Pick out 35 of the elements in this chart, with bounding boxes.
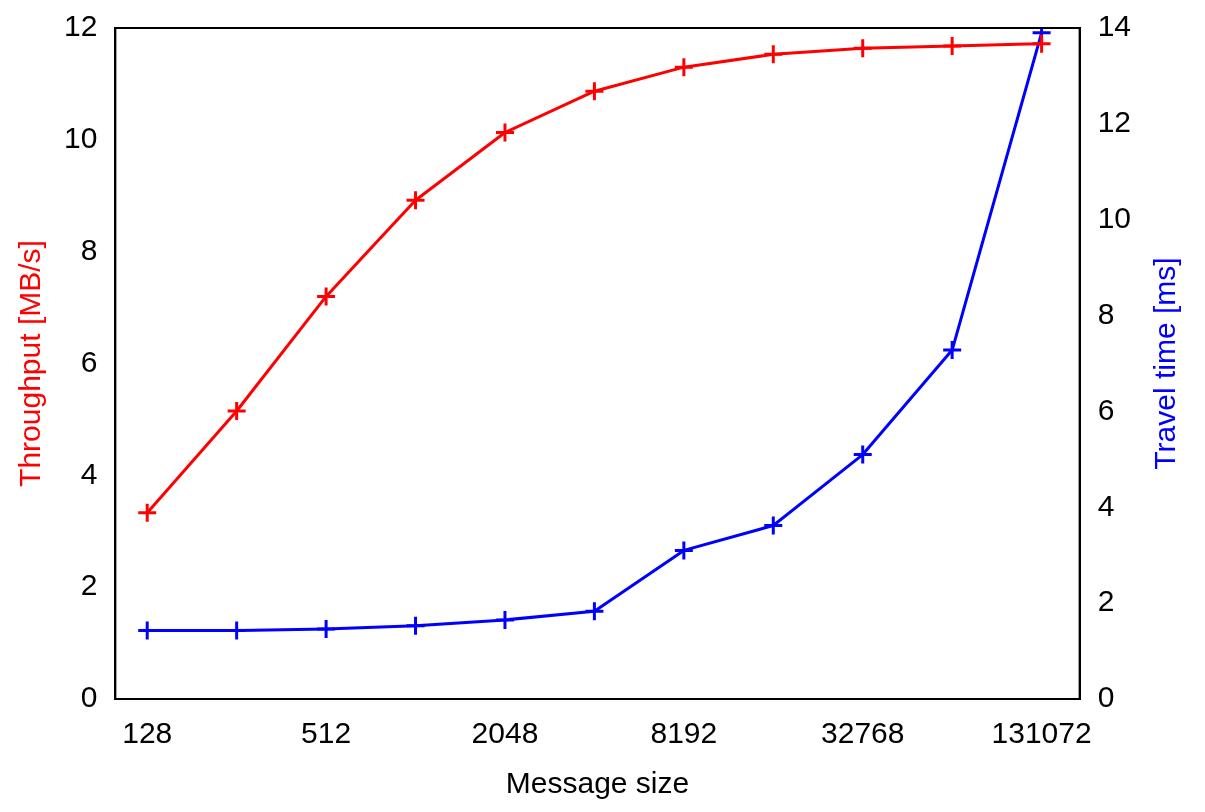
y2-tick-label: 10 <box>1097 200 1132 234</box>
y2-tick-label: 12 <box>1097 105 1132 139</box>
y-axis-title: Throughput [MB/s] <box>13 240 47 487</box>
y2-axis-title: Travel time [ms] <box>1148 257 1182 470</box>
y-tick-label: 0 <box>80 680 98 714</box>
y2-tick-label: 4 <box>1097 488 1115 522</box>
point <box>136 502 158 524</box>
x-axis-title: Message size <box>505 766 690 800</box>
point <box>852 37 874 59</box>
point <box>673 56 695 78</box>
y2-tick-label: 6 <box>1097 392 1115 426</box>
point <box>494 122 516 144</box>
y2-tick-label: 8 <box>1097 296 1115 330</box>
x-tick-label: 512 <box>301 716 352 750</box>
y-tick-label: 2 <box>80 568 98 602</box>
y2-tick-label: 0 <box>1097 680 1115 714</box>
x-tick-label: 2048 <box>471 716 539 750</box>
y-tick-label: 12 <box>63 9 98 43</box>
point <box>941 35 963 57</box>
y-tick-label: 4 <box>80 456 98 490</box>
x-tick-label: 8192 <box>650 716 718 750</box>
point <box>1031 33 1053 55</box>
y-tick-label: 10 <box>63 121 98 155</box>
y-tick-label: 8 <box>80 232 98 266</box>
x-tick-label: 32768 <box>821 716 905 750</box>
x-tick-label: 131072 <box>991 716 1092 750</box>
point <box>226 400 248 422</box>
y2-tick-label: 14 <box>1097 9 1132 43</box>
x-tick-label: 128 <box>122 716 173 750</box>
point <box>762 43 784 65</box>
y2-tick-label: 2 <box>1097 584 1115 618</box>
y-tick-label: 6 <box>80 344 98 378</box>
point <box>315 285 337 307</box>
point <box>583 80 605 102</box>
point <box>405 189 427 211</box>
